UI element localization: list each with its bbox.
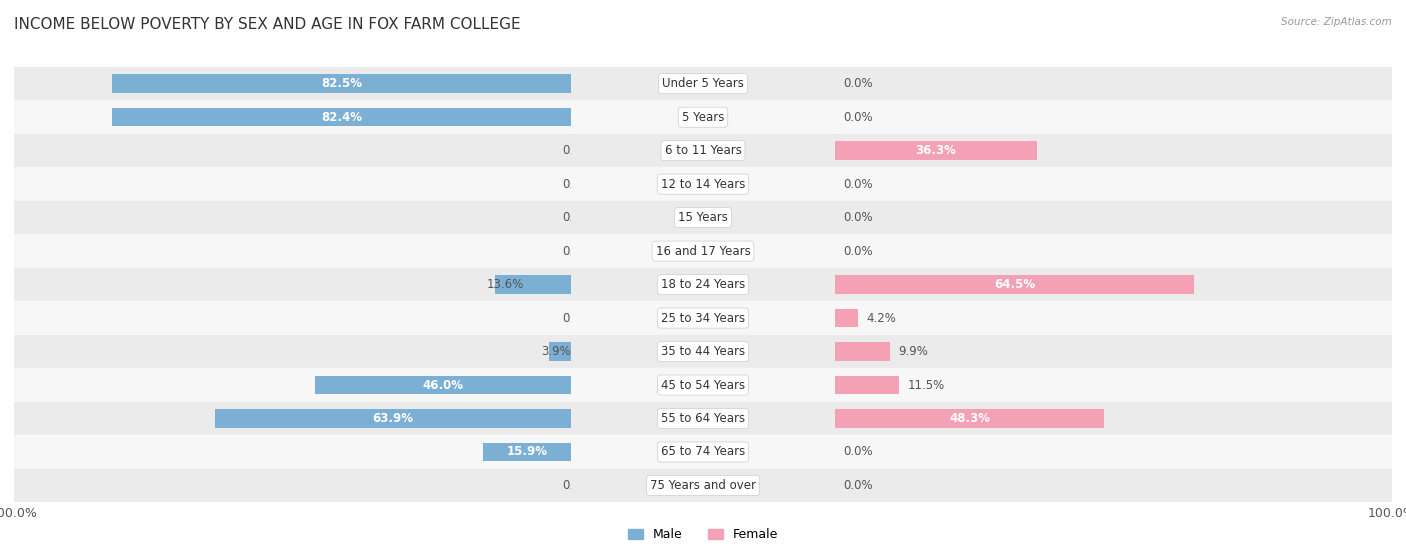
Bar: [835, 402, 1392, 435]
Bar: [14, 335, 571, 368]
Bar: [835, 268, 1392, 301]
Text: 6 to 11 Years: 6 to 11 Years: [665, 144, 741, 157]
Text: 0.0%: 0.0%: [562, 311, 592, 325]
Bar: [14, 301, 571, 335]
Bar: [482, 443, 571, 461]
Text: 55 to 64 Years: 55 to 64 Years: [661, 412, 745, 425]
Text: 0.0%: 0.0%: [844, 177, 873, 191]
Text: 3.9%: 3.9%: [541, 345, 571, 358]
Text: 0.0%: 0.0%: [844, 77, 873, 90]
Bar: [835, 167, 1392, 201]
Bar: [14, 268, 571, 301]
Bar: [14, 469, 571, 502]
Text: Under 5 Years: Under 5 Years: [662, 77, 744, 90]
Bar: [14, 67, 571, 100]
Bar: [315, 376, 571, 394]
Text: 0.0%: 0.0%: [844, 445, 873, 459]
Text: 45 to 54 Years: 45 to 54 Years: [661, 378, 745, 392]
Bar: [835, 309, 858, 327]
Text: INCOME BELOW POVERTY BY SEX AND AGE IN FOX FARM COLLEGE: INCOME BELOW POVERTY BY SEX AND AGE IN F…: [14, 17, 520, 32]
Text: 5 Years: 5 Years: [682, 110, 724, 124]
Text: 36.3%: 36.3%: [915, 144, 956, 157]
Text: 18 to 24 Years: 18 to 24 Years: [661, 278, 745, 291]
Text: 63.9%: 63.9%: [373, 412, 413, 425]
Text: 16 and 17 Years: 16 and 17 Years: [655, 244, 751, 258]
Bar: [571, 469, 835, 502]
Bar: [571, 67, 835, 100]
Bar: [835, 67, 1392, 100]
Text: 48.3%: 48.3%: [949, 412, 990, 425]
Text: 12 to 14 Years: 12 to 14 Years: [661, 177, 745, 191]
Text: 25 to 34 Years: 25 to 34 Years: [661, 311, 745, 325]
Text: 82.5%: 82.5%: [321, 77, 361, 90]
Bar: [14, 402, 571, 435]
Bar: [14, 368, 571, 402]
Bar: [835, 469, 1392, 502]
Text: 0.0%: 0.0%: [562, 211, 592, 224]
Bar: [835, 435, 1392, 469]
Text: 0.0%: 0.0%: [562, 144, 592, 157]
Bar: [14, 100, 571, 134]
Bar: [14, 435, 571, 469]
Bar: [835, 368, 1392, 402]
Bar: [835, 301, 1392, 335]
Text: 0.0%: 0.0%: [844, 479, 873, 492]
Bar: [835, 343, 890, 361]
Text: 11.5%: 11.5%: [907, 378, 945, 392]
Bar: [571, 167, 835, 201]
Text: 75 Years and over: 75 Years and over: [650, 479, 756, 492]
Bar: [835, 234, 1392, 268]
Bar: [14, 234, 571, 268]
Bar: [14, 134, 571, 167]
Bar: [835, 100, 1392, 134]
Text: 35 to 44 Years: 35 to 44 Years: [661, 345, 745, 358]
Text: 9.9%: 9.9%: [898, 345, 928, 358]
Bar: [571, 435, 835, 469]
Bar: [571, 234, 835, 268]
Text: 64.5%: 64.5%: [994, 278, 1035, 291]
Bar: [835, 335, 1392, 368]
Bar: [111, 74, 571, 93]
Text: 13.6%: 13.6%: [486, 278, 524, 291]
Bar: [571, 201, 835, 234]
Bar: [571, 368, 835, 402]
Bar: [495, 275, 571, 294]
Bar: [550, 343, 571, 361]
Text: 0.0%: 0.0%: [844, 244, 873, 258]
Bar: [14, 201, 571, 234]
Bar: [571, 134, 835, 167]
Bar: [835, 201, 1392, 234]
Bar: [571, 100, 835, 134]
Text: 4.2%: 4.2%: [866, 311, 897, 325]
Bar: [835, 376, 898, 394]
Text: 15.9%: 15.9%: [506, 445, 547, 459]
Text: 0.0%: 0.0%: [562, 479, 592, 492]
Bar: [14, 167, 571, 201]
Bar: [835, 410, 1104, 428]
Text: 65 to 74 Years: 65 to 74 Years: [661, 445, 745, 459]
Text: 46.0%: 46.0%: [422, 378, 464, 392]
Text: 0.0%: 0.0%: [844, 110, 873, 124]
Text: Source: ZipAtlas.com: Source: ZipAtlas.com: [1281, 17, 1392, 27]
Text: 15 Years: 15 Years: [678, 211, 728, 224]
Text: 0.0%: 0.0%: [844, 211, 873, 224]
Bar: [571, 301, 835, 335]
Bar: [835, 275, 1194, 294]
Bar: [112, 108, 571, 127]
Bar: [835, 141, 1038, 160]
Text: 0.0%: 0.0%: [562, 177, 592, 191]
Text: 0.0%: 0.0%: [562, 244, 592, 258]
Bar: [571, 335, 835, 368]
Bar: [835, 134, 1392, 167]
Bar: [571, 402, 835, 435]
Text: 82.4%: 82.4%: [321, 110, 363, 124]
Legend: Male, Female: Male, Female: [623, 523, 783, 546]
Bar: [571, 268, 835, 301]
Bar: [215, 410, 571, 428]
